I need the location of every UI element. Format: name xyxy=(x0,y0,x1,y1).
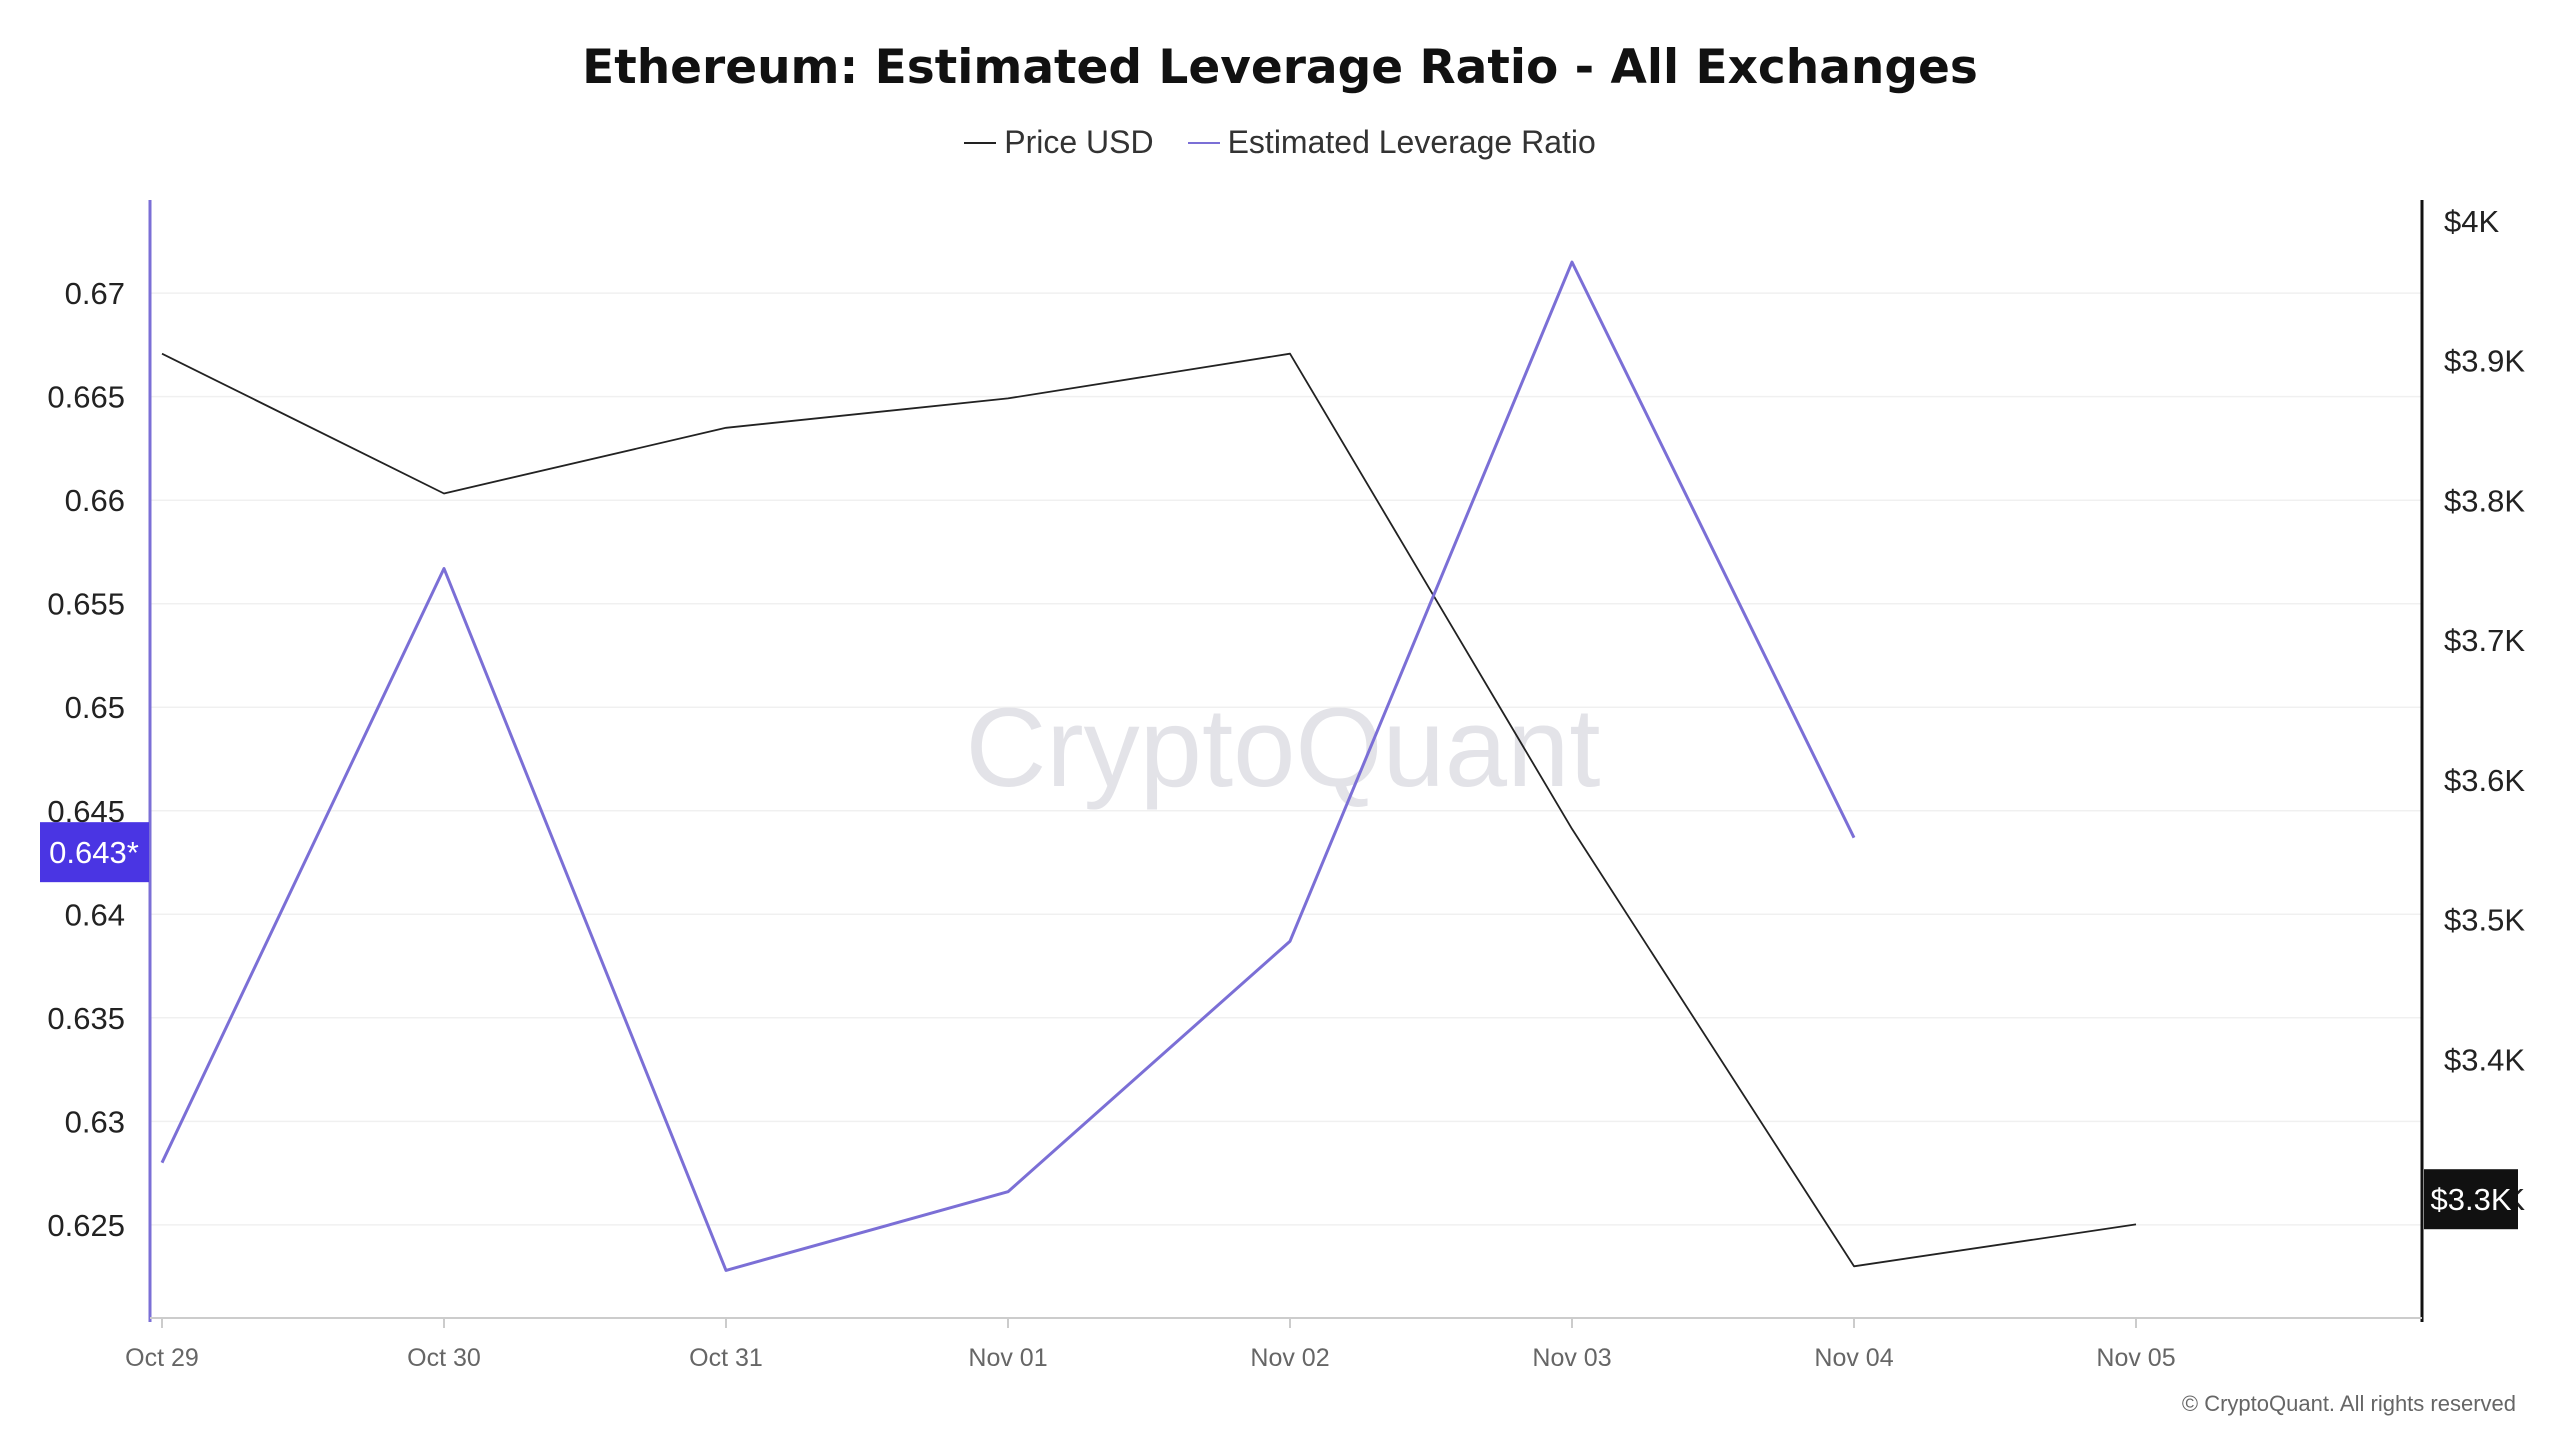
right-tick-label: $3.4K xyxy=(2444,1042,2525,1077)
right-tick-label: $3.5K xyxy=(2444,903,2525,938)
legend: Price USD Estimated Leverage Ratio xyxy=(0,124,2560,161)
right-tick-label: $3.9K xyxy=(2444,344,2525,379)
left-tick-label: 0.66 xyxy=(65,483,125,518)
x-tick-label: Oct 30 xyxy=(407,1344,481,1372)
current-leverage-label: 0.643* xyxy=(49,835,139,870)
left-tick-label: 0.665 xyxy=(47,380,125,415)
legend-label-price: Price USD xyxy=(1004,124,1154,160)
right-tick-label: $4K xyxy=(2444,204,2499,239)
right-tick-label: $3.7K xyxy=(2444,623,2525,658)
x-tick-label: Oct 31 xyxy=(689,1344,763,1372)
right-tick-label: $3.8K xyxy=(2444,483,2525,518)
legend-swatch-price xyxy=(964,141,997,144)
left-tick-label: 0.67 xyxy=(65,276,125,311)
x-tick-label: Nov 01 xyxy=(968,1344,1047,1372)
current-price-label: $3.3K xyxy=(2430,1182,2511,1217)
current-price-badge xyxy=(2424,1169,2518,1230)
x-tick-label: Nov 04 xyxy=(1814,1344,1893,1372)
left-tick-label: 0.65 xyxy=(65,690,125,725)
x-tick-label: Nov 02 xyxy=(1250,1344,1329,1372)
x-tick-label: Oct 29 xyxy=(125,1344,199,1372)
left-tick-label: 0.635 xyxy=(47,1001,125,1036)
copyright-footer: © CryptoQuant. All rights reserved xyxy=(2181,1391,2516,1416)
legend-label-leverage: Estimated Leverage Ratio xyxy=(1227,124,1596,160)
x-tick-label: Nov 03 xyxy=(1532,1344,1611,1372)
left-tick-label: 0.64 xyxy=(65,897,125,932)
price-usd-line[interactable] xyxy=(161,352,2137,1268)
left-tick-label: 0.63 xyxy=(65,1104,125,1139)
legend-item-leverage[interactable]: Estimated Leverage Ratio xyxy=(1187,124,1596,161)
right-tick-label: $3.6K xyxy=(2444,763,2525,798)
leverage-ratio-line[interactable] xyxy=(160,260,1856,1272)
legend-swatch-leverage xyxy=(1187,141,1220,144)
chart-title: Ethereum: Estimated Leverage Ratio - All… xyxy=(582,40,1978,95)
left-tick-label: 0.625 xyxy=(47,1208,125,1243)
left-tick-label: 0.655 xyxy=(47,587,125,622)
watermark: CryptoQuant xyxy=(966,685,1601,810)
x-tick-label: Nov 05 xyxy=(2096,1344,2175,1372)
current-leverage-badge xyxy=(40,822,149,883)
legend-item-price[interactable]: Price USD xyxy=(964,124,1154,161)
